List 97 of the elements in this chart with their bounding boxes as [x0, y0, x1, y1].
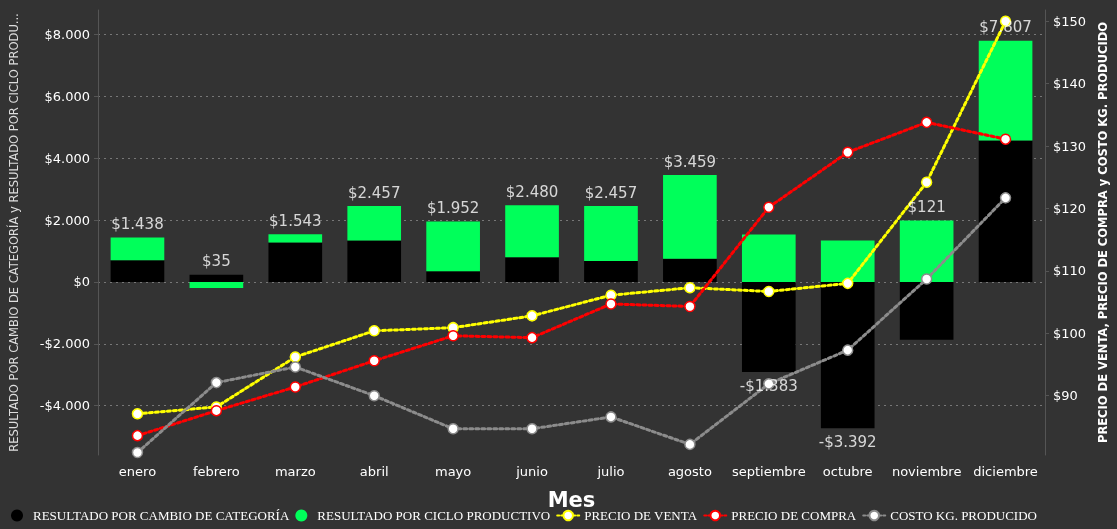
bar — [899, 220, 954, 282]
point — [131, 446, 144, 459]
y-tick-label: $2.000 — [44, 212, 90, 228]
y-tick-label: -$2.000 — [39, 336, 90, 352]
point — [289, 381, 302, 393]
point — [841, 146, 854, 159]
x-tick-label: marzo — [274, 464, 316, 479]
y2-axis-title: PRECIO DE VENTA, PRECIO DE COMPRA y COSTO KG. PRODUCIDO — [1096, 21, 1110, 444]
y2-tick-label: $100 — [1053, 325, 1087, 341]
point — [289, 361, 302, 373]
x-tick-label: junio — [515, 464, 548, 479]
point — [920, 176, 933, 189]
bar — [110, 237, 165, 261]
point — [447, 423, 459, 435]
bar — [584, 261, 638, 282]
point — [447, 330, 459, 342]
bar — [505, 205, 559, 258]
bar — [978, 140, 1033, 282]
total-label: $1.952 — [426, 199, 480, 218]
total-label: $35 — [202, 252, 231, 271]
bar — [268, 234, 323, 243]
point — [920, 273, 933, 285]
bar — [584, 206, 638, 262]
y-tick-label: $8.000 — [44, 27, 90, 43]
point — [763, 285, 775, 298]
y-tick-label: $0 — [73, 274, 90, 290]
bar — [741, 234, 796, 282]
point — [605, 411, 617, 423]
legend-label: PRECIO DE COMPRA — [731, 508, 857, 523]
legend-label: COSTO KG. PRODUCIDO — [890, 508, 1037, 523]
total-label: $1.438 — [111, 215, 164, 233]
point — [684, 438, 696, 451]
point — [526, 331, 538, 344]
point — [210, 404, 223, 417]
total-label: $121 — [907, 197, 946, 216]
bar — [741, 281, 796, 373]
point — [131, 429, 144, 442]
total-label: $3.459 — [663, 152, 717, 171]
y2-tick-label: $130 — [1053, 138, 1087, 154]
point — [210, 376, 223, 389]
y2-tick-label: $140 — [1053, 76, 1087, 92]
bar — [189, 281, 244, 288]
x-tick-label: enero — [118, 464, 157, 479]
x-tick-label: noviembre — [891, 464, 962, 479]
point — [841, 344, 854, 356]
point — [368, 325, 380, 337]
y-axis-title: RESULTADO POR CAMBIO DE CATEGORÍA y RESULTADO POR CICLO PRODU... — [6, 13, 21, 452]
x-tick-label: octubre — [822, 464, 873, 479]
bar — [663, 258, 717, 282]
total-label: $2.457 — [584, 183, 638, 202]
x-tick-label: septiembre — [731, 464, 806, 479]
bar — [347, 240, 402, 282]
y-tick-label: $4.000 — [44, 150, 90, 166]
point — [920, 116, 933, 129]
y2-tick-label: $110 — [1053, 263, 1087, 279]
point — [763, 201, 775, 213]
bar — [820, 240, 875, 282]
y-tick-label: $6.000 — [44, 89, 90, 105]
total-label: $2.480 — [505, 182, 559, 201]
bar — [820, 281, 875, 429]
bar — [189, 274, 244, 282]
point — [999, 133, 1012, 145]
x-tick-label: diciembre — [973, 464, 1038, 479]
bar — [899, 281, 954, 340]
bar — [347, 206, 402, 241]
y2-tick-label: $120 — [1053, 200, 1087, 216]
point — [684, 300, 696, 313]
total-label: $2.457 — [347, 183, 401, 202]
total-label: -$3.392 — [818, 432, 877, 451]
point — [605, 298, 617, 310]
point — [684, 281, 696, 294]
bar — [978, 40, 1033, 141]
y2-tick-label: $150 — [1053, 13, 1087, 29]
y2-tick-label: $90 — [1053, 388, 1078, 404]
point — [526, 310, 538, 322]
point — [841, 277, 854, 290]
bar — [426, 271, 480, 282]
bar — [505, 257, 559, 282]
legend-label: RESULTADO POR CAMBIO DE CATEGORÍA — [33, 508, 290, 523]
point — [526, 423, 538, 435]
y-tick-label: -$4.000 — [39, 398, 90, 414]
total-label: -$1.383 — [739, 376, 798, 395]
point — [131, 408, 144, 420]
x-tick-label: abril — [359, 464, 389, 479]
point — [999, 192, 1012, 204]
x-tick-label: febrero — [192, 464, 240, 479]
point — [368, 355, 380, 367]
total-label: $1.543 — [269, 211, 322, 230]
bar — [426, 221, 480, 272]
x-tick-label: julio — [596, 464, 625, 479]
bar — [663, 175, 717, 259]
point — [289, 351, 302, 363]
bar — [268, 242, 323, 282]
x-tick-label: agosto — [667, 464, 712, 479]
point — [368, 389, 380, 402]
bar — [110, 260, 165, 282]
x-tick-label: mayo — [434, 464, 472, 479]
